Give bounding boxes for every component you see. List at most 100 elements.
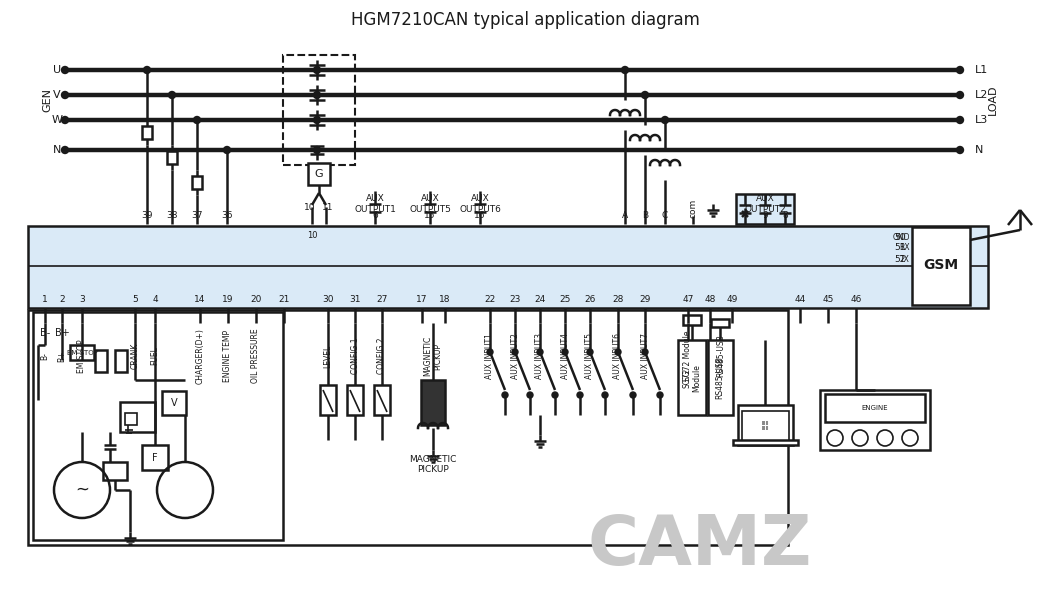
Text: 46: 46: [850, 295, 862, 304]
Circle shape: [144, 67, 150, 73]
Text: 15: 15: [424, 211, 436, 220]
Text: CHARGER(D+): CHARGER(D+): [195, 328, 205, 384]
Circle shape: [662, 116, 669, 124]
Text: 6: 6: [372, 211, 378, 220]
Circle shape: [314, 146, 320, 154]
Circle shape: [314, 67, 320, 73]
Circle shape: [622, 67, 629, 73]
Circle shape: [537, 349, 543, 355]
Text: B-: B-: [40, 328, 50, 338]
Text: AUX
OUTPUT1: AUX OUTPUT1: [354, 194, 396, 214]
Text: AUX INPUT3: AUX INPUT3: [536, 333, 545, 379]
Bar: [374, 385, 390, 415]
Bar: [742, 411, 789, 441]
Bar: [116, 350, 127, 372]
Text: 51: 51: [895, 244, 906, 253]
Circle shape: [587, 349, 593, 355]
Text: GND: GND: [892, 232, 910, 241]
Text: LEVEL: LEVEL: [323, 344, 333, 368]
Text: L1: L1: [975, 65, 988, 75]
Bar: [682, 315, 701, 325]
Text: 38: 38: [166, 211, 177, 220]
Text: 10: 10: [304, 202, 316, 211]
Text: C: C: [662, 211, 668, 220]
Text: 45: 45: [822, 295, 834, 304]
Bar: [736, 194, 794, 224]
Text: 4: 4: [152, 295, 158, 304]
Text: CONFIG 2: CONFIG 2: [378, 338, 386, 374]
Bar: [678, 340, 706, 415]
Text: 47: 47: [682, 295, 694, 304]
Text: CAMZ: CAMZ: [588, 511, 813, 578]
Bar: [28, 226, 988, 308]
Circle shape: [615, 349, 621, 355]
Text: L3: L3: [975, 115, 988, 125]
Text: 3: 3: [79, 295, 85, 304]
Bar: [33, 312, 284, 540]
Text: 1: 1: [42, 295, 48, 304]
Circle shape: [552, 392, 558, 398]
Circle shape: [578, 392, 583, 398]
Text: MAGNETIC
PICKUP: MAGNETIC PICKUP: [423, 336, 443, 376]
Text: AUX INPUT2: AUX INPUT2: [510, 333, 520, 379]
Text: HGM7210CAN typical application diagram: HGM7210CAN typical application diagram: [351, 11, 699, 29]
Text: 29: 29: [639, 295, 651, 304]
Text: AUX INPUT5: AUX INPUT5: [586, 333, 594, 379]
Text: 21: 21: [278, 295, 290, 304]
Text: 11: 11: [322, 202, 334, 211]
Text: TX: TX: [900, 254, 910, 263]
Text: 39: 39: [142, 211, 152, 220]
Text: 7: 7: [742, 211, 748, 220]
Circle shape: [642, 349, 648, 355]
Text: 48: 48: [705, 295, 716, 304]
Text: 8: 8: [782, 211, 788, 220]
Circle shape: [62, 91, 68, 98]
Text: 44: 44: [795, 295, 805, 304]
Bar: [70, 345, 94, 360]
Text: RS485-USB: RS485-USB: [715, 356, 724, 400]
Circle shape: [502, 392, 508, 398]
Bar: [162, 391, 186, 415]
Text: GEN: GEN: [42, 88, 52, 112]
Text: 16: 16: [475, 211, 486, 220]
Text: ~: ~: [75, 481, 89, 499]
Text: OIL PRESSURE: OIL PRESSURE: [252, 329, 260, 383]
Text: 9: 9: [762, 211, 768, 220]
Text: 50: 50: [895, 232, 906, 241]
Circle shape: [314, 116, 320, 124]
Text: N: N: [975, 145, 984, 155]
Circle shape: [62, 116, 68, 124]
Bar: [346, 385, 363, 415]
Text: N: N: [52, 145, 61, 155]
Text: AUX INPUT6: AUX INPUT6: [613, 333, 623, 379]
Bar: [320, 385, 336, 415]
Circle shape: [630, 392, 636, 398]
Bar: [308, 163, 330, 185]
Text: EM STOP: EM STOP: [66, 350, 98, 356]
Bar: [167, 151, 177, 164]
Text: 26: 26: [584, 295, 595, 304]
Text: B+: B+: [55, 328, 69, 338]
Text: 31: 31: [350, 295, 361, 304]
Circle shape: [527, 392, 533, 398]
Text: AUX
OUTPUT2: AUX OUTPUT2: [744, 194, 785, 214]
Text: GSM: GSM: [923, 258, 959, 272]
Text: com: com: [689, 199, 697, 218]
Text: G: G: [315, 169, 323, 179]
Text: AUX INPUT4: AUX INPUT4: [561, 333, 569, 379]
Text: AUX INPUT1: AUX INPUT1: [485, 333, 495, 379]
Bar: [94, 350, 107, 372]
Text: L2: L2: [975, 90, 988, 100]
Circle shape: [657, 392, 663, 398]
Bar: [142, 445, 168, 470]
Circle shape: [193, 116, 201, 124]
Text: 5: 5: [132, 295, 138, 304]
Text: A: A: [622, 211, 628, 220]
Text: AUX INPUT7: AUX INPUT7: [640, 333, 650, 379]
Text: F: F: [152, 453, 158, 463]
Circle shape: [602, 392, 608, 398]
Text: 36: 36: [222, 211, 233, 220]
Circle shape: [62, 146, 68, 154]
Bar: [711, 319, 729, 327]
Circle shape: [314, 91, 320, 98]
